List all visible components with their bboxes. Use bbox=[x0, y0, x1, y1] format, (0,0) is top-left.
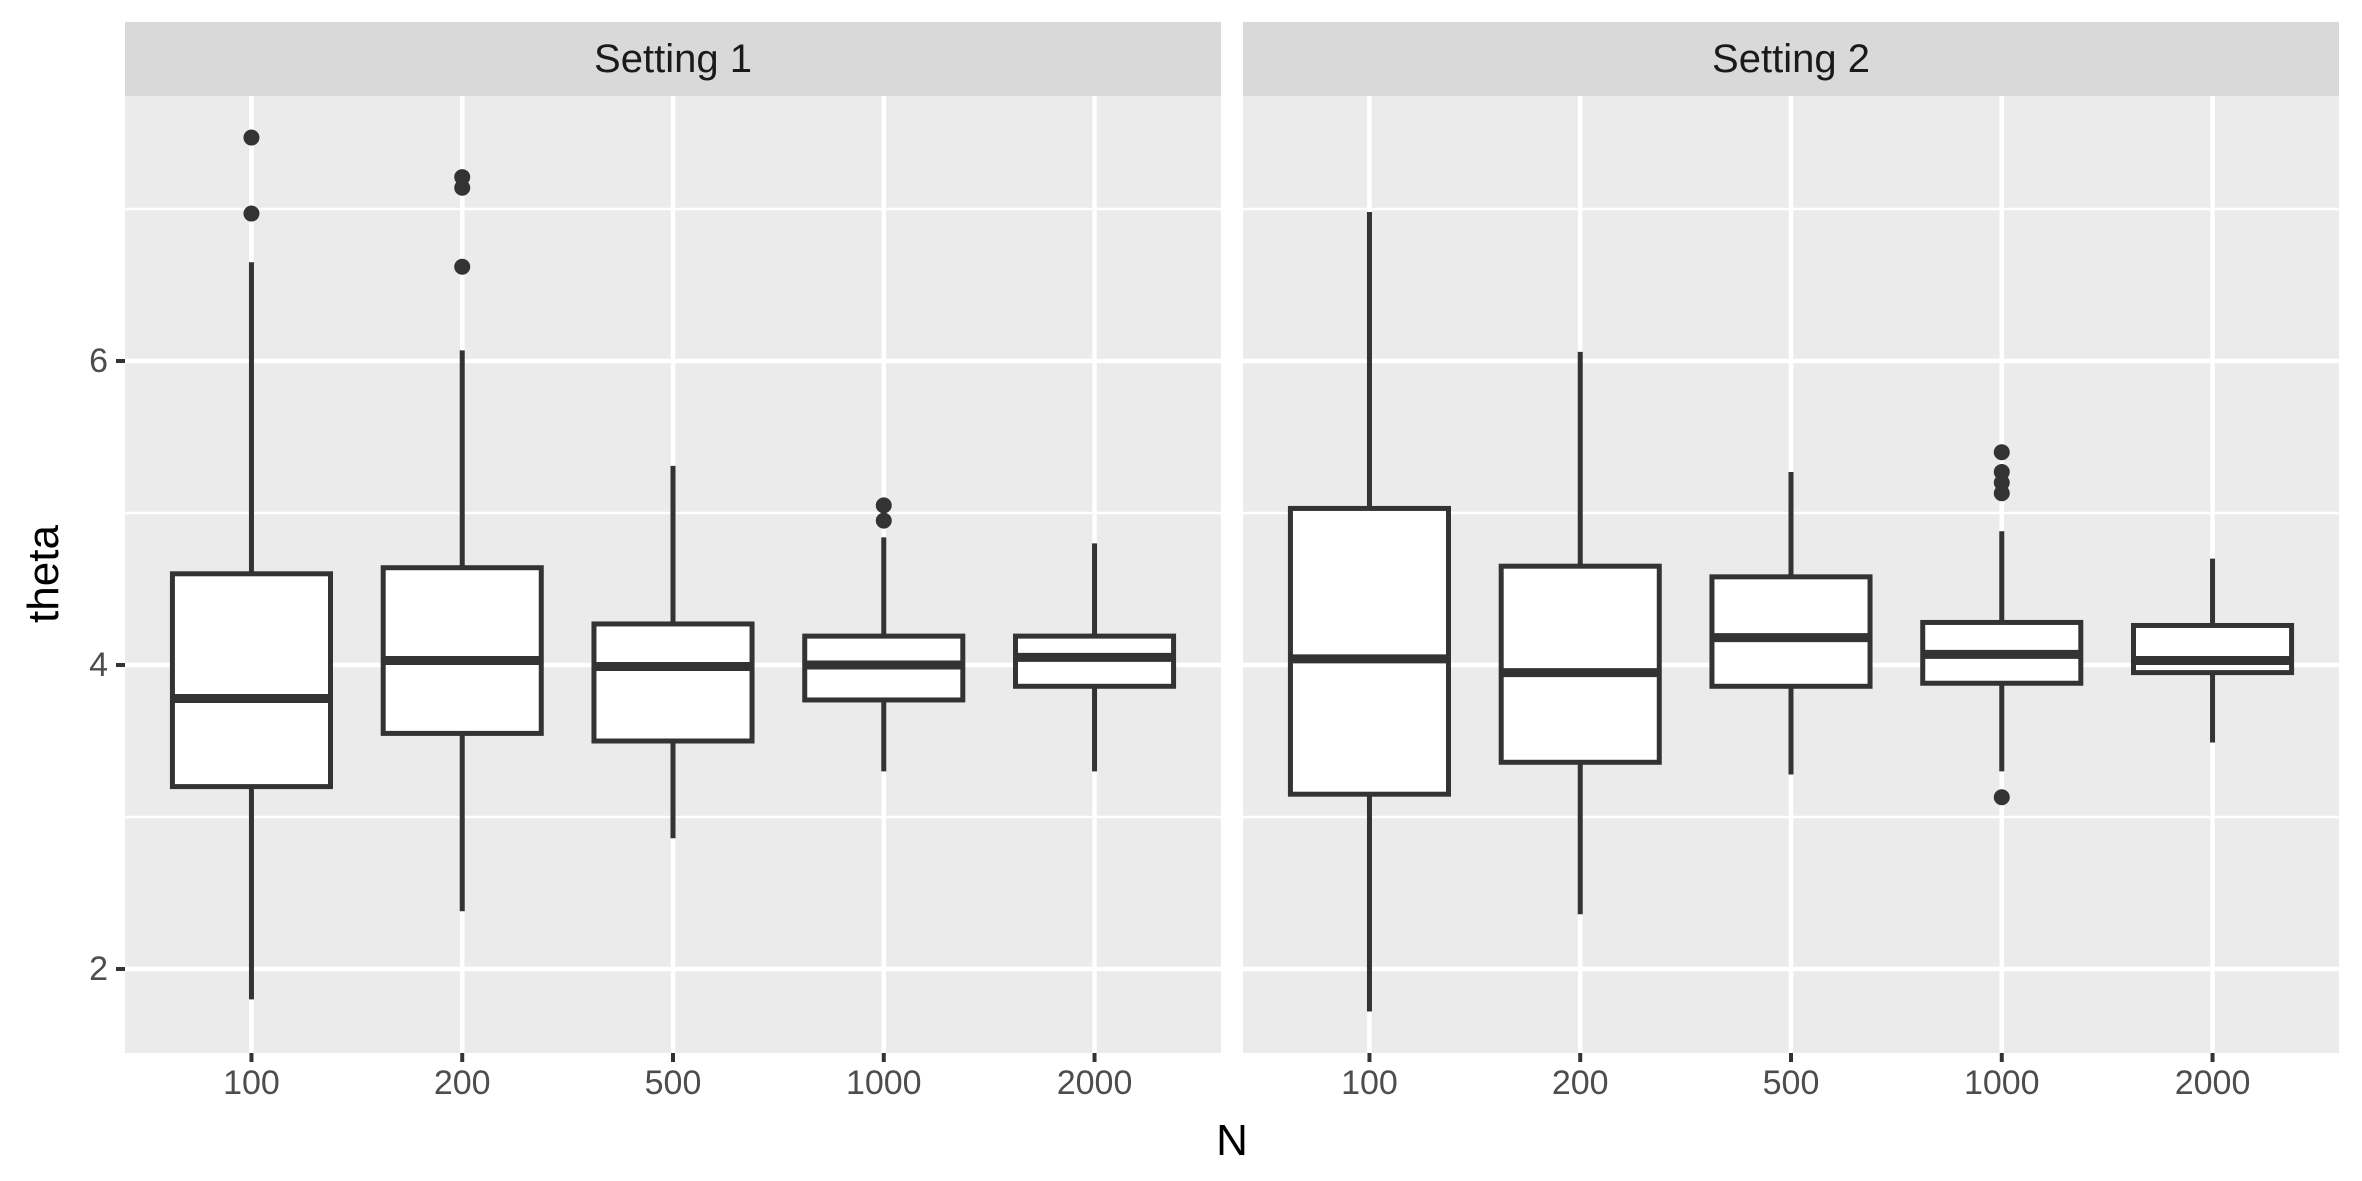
outlier-point bbox=[875, 512, 892, 529]
facet-strip-label: Setting 1 bbox=[594, 37, 752, 81]
x-tick-label: 2000 bbox=[2174, 1064, 2251, 1102]
box bbox=[2131, 622, 2295, 676]
x-tick-label: 200 bbox=[433, 1064, 491, 1102]
x-tick-label: 500 bbox=[1762, 1064, 1820, 1102]
outlier-point bbox=[243, 205, 260, 222]
box bbox=[1709, 574, 1873, 689]
outlier-point bbox=[243, 129, 260, 146]
outlier-point bbox=[1993, 789, 2010, 806]
outlier-point bbox=[875, 497, 892, 514]
x-tick-label: 500 bbox=[644, 1064, 702, 1102]
facet-strip-setting-2: Setting 2 bbox=[1243, 22, 2339, 96]
x-tick-label: 2000 bbox=[1056, 1064, 1133, 1102]
box bbox=[380, 565, 544, 736]
x-tick-label: 1000 bbox=[845, 1064, 922, 1102]
box bbox=[591, 621, 755, 744]
box bbox=[169, 571, 333, 790]
y-tick-label: 4 bbox=[89, 646, 108, 684]
y-tick-label: 2 bbox=[89, 950, 108, 988]
x-tick-label: 100 bbox=[1341, 1064, 1398, 1102]
outlier-point bbox=[454, 258, 471, 275]
y-tick-label: 6 bbox=[89, 342, 108, 380]
outlier-point bbox=[454, 169, 471, 186]
box bbox=[1287, 505, 1452, 797]
facet-strip-setting-1: Setting 1 bbox=[125, 22, 1221, 96]
x-tick-label: 1000 bbox=[1963, 1064, 2040, 1102]
outlier-point bbox=[1993, 463, 2010, 480]
facet-strip-label: Setting 2 bbox=[1712, 37, 1870, 81]
x-tick-label: 200 bbox=[1551, 1064, 1609, 1102]
x-tick-label: 100 bbox=[223, 1064, 280, 1102]
x-axis-title: N bbox=[1216, 1116, 1248, 1165]
outlier-point bbox=[1993, 444, 2010, 461]
y-axis-title: theta bbox=[19, 525, 68, 623]
box bbox=[1498, 563, 1662, 765]
